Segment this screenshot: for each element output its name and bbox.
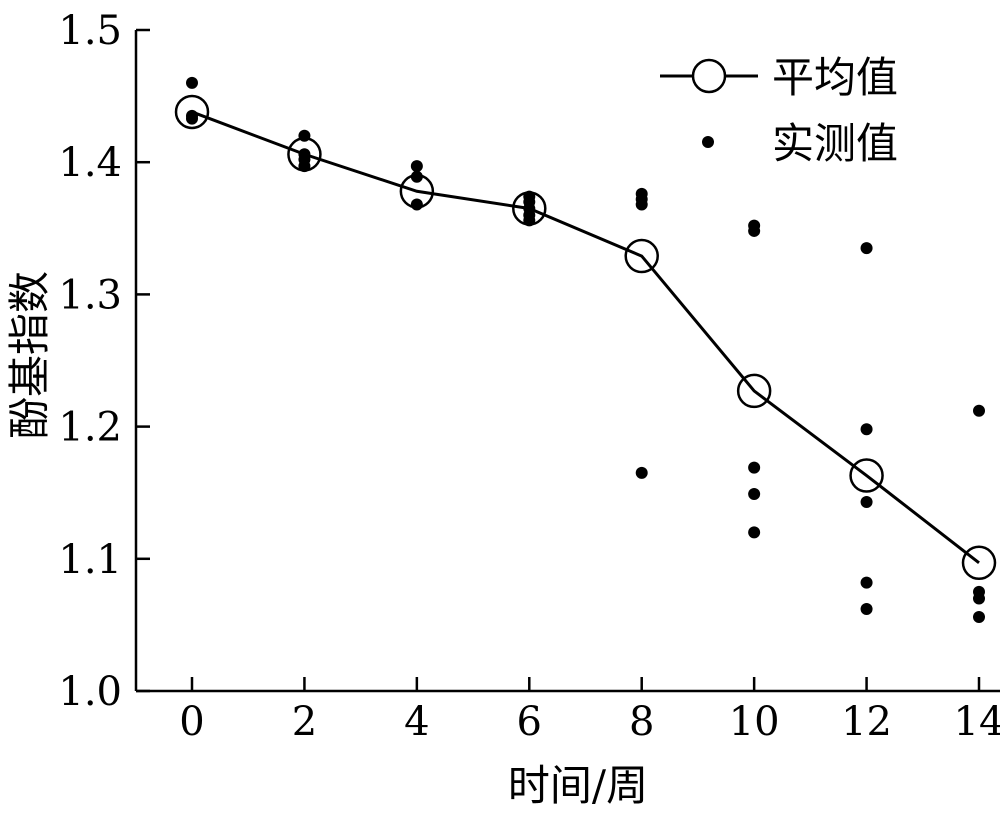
measured-point	[635, 466, 648, 479]
mean-point	[736, 373, 772, 409]
measured-point	[298, 160, 311, 173]
y-tick-label: 1.3	[58, 272, 122, 318]
measured-point	[635, 198, 648, 211]
y-tick-label: 1.5	[58, 8, 122, 54]
x-tick-label: 12	[841, 699, 892, 745]
x-axis-title: 时间/周	[508, 761, 648, 810]
legend-mean-marker	[691, 58, 727, 94]
measured-point	[860, 576, 873, 589]
mean-point	[849, 458, 884, 493]
mean-series	[174, 94, 997, 581]
measured-point	[748, 488, 761, 501]
mean-line-path	[191, 110, 980, 564]
x-tick-label: 0	[179, 699, 204, 745]
y-tick-label: 1.0	[58, 669, 122, 715]
measured-point	[748, 224, 761, 237]
measured-point	[298, 129, 311, 142]
x-tick-label: 14	[954, 699, 1000, 745]
mean-point	[174, 94, 210, 130]
measured-point	[860, 495, 873, 508]
y-tick-label: 1.4	[58, 140, 122, 186]
x-tick-label: 2	[292, 699, 317, 745]
tick-labels: 1.0 1.1 1.2 1.3 1.4 1.5 0 2 4 6 8 10 12 14	[58, 8, 1000, 745]
measured-point	[973, 592, 985, 605]
x-tick-label: 4	[404, 699, 429, 745]
measured-point	[410, 170, 423, 183]
mean-point	[961, 545, 997, 581]
legend-measured-marker	[702, 136, 714, 148]
y-axis-title: 酚基指数	[5, 271, 54, 439]
measured-series	[186, 76, 985, 623]
measured-point	[523, 214, 536, 227]
measured-point	[860, 423, 873, 436]
legend-mean-label: 平均值	[772, 53, 898, 102]
y-tick-label: 1.1	[58, 537, 122, 583]
measured-point	[973, 610, 985, 623]
measured-point	[860, 603, 873, 616]
mean-point	[624, 238, 659, 274]
measured-point	[410, 160, 423, 173]
y-tick-label: 1.2	[58, 405, 122, 451]
legend: 平均值 实测值	[660, 53, 898, 168]
legend-measured-label: 实测值	[772, 119, 898, 168]
measured-point	[748, 526, 761, 539]
measured-point	[186, 112, 198, 125]
x-tick-label: 10	[729, 699, 780, 745]
axes	[134, 28, 1000, 693]
x-tick-label: 6	[517, 699, 542, 745]
measured-point	[410, 198, 423, 211]
measured-point	[186, 76, 198, 89]
x-tick-label: 8	[629, 699, 654, 745]
measured-point	[973, 404, 985, 417]
measured-point	[860, 242, 873, 255]
measured-point	[748, 461, 761, 474]
